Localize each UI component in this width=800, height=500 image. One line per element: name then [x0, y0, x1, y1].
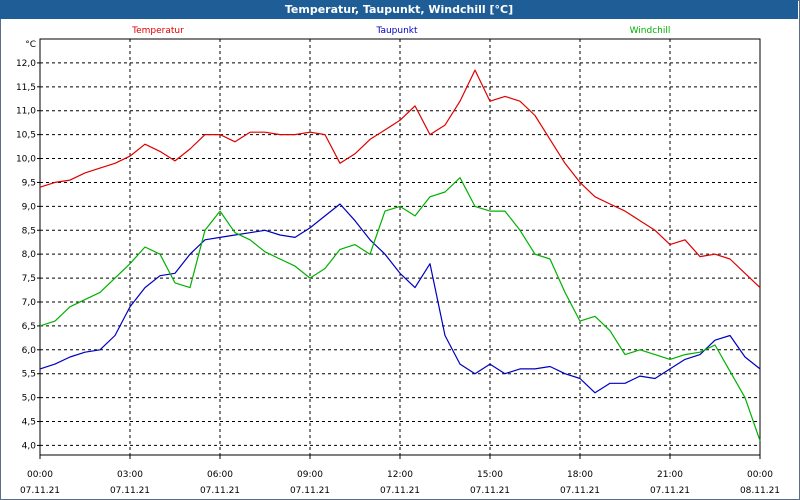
plot-area: [39, 38, 761, 456]
x-tick-time: 06:00: [207, 470, 233, 480]
series-line-windchill: [39, 177, 761, 441]
y-tick-label: 6,0: [22, 346, 37, 356]
legend-windchill: Windchill: [630, 26, 671, 36]
x-tick-time: 18:00: [567, 470, 593, 480]
x-tick-date: 07.11.21: [110, 486, 150, 496]
y-tick-label: 10,5: [16, 131, 36, 141]
y-tick-label: 7,0: [22, 298, 37, 308]
series-line-taupunkt: [39, 203, 761, 394]
x-tick-time: 21:00: [657, 470, 683, 480]
y-tick-label: 6,5: [22, 322, 36, 332]
series-line-temperatur: [39, 69, 761, 289]
y-tick-label: 4,5: [22, 418, 36, 428]
y-tick-label: 8,5: [22, 226, 36, 236]
x-tick-date: 07.11.21: [470, 486, 510, 496]
y-tick-label: 7,5: [22, 274, 36, 284]
x-tick-time: 09:00: [297, 470, 323, 480]
chart-title: Temperatur, Taupunkt, Windchill [°C]: [284, 3, 514, 16]
legend-temperatur: Temperatur: [131, 26, 184, 36]
y-axis-label: °C: [25, 40, 36, 50]
title-bar: Temperatur, Taupunkt, Windchill [°C]: [0, 0, 798, 19]
y-tick-label: 9,5: [22, 178, 36, 188]
y-tick-label: 10,0: [16, 155, 36, 165]
y-tick-label: 5,5: [22, 370, 36, 380]
y-tick-label: 9,0: [22, 202, 37, 212]
x-tick-date: 07.11.21: [380, 486, 420, 496]
y-tick-label: 11,5: [16, 83, 36, 93]
y-tick-label: 4,0: [22, 441, 37, 451]
x-tick-date: 07.11.21: [560, 486, 600, 496]
x-tick-date: 07.11.21: [290, 486, 330, 496]
legend-taupunkt: Taupunkt: [375, 26, 418, 36]
x-tick-time: 12:00: [387, 470, 413, 480]
y-tick-label: 5,0: [22, 394, 37, 404]
x-tick-time: 03:00: [117, 470, 143, 480]
y-tick-label: 12,0: [16, 59, 36, 69]
y-tick-label: 11,0: [16, 107, 36, 117]
x-tick-time: 00:00: [27, 470, 53, 480]
x-tick-date: 08.11.21: [740, 486, 780, 496]
x-tick-date: 07.11.21: [650, 486, 690, 496]
x-tick-time: 00:00: [747, 470, 773, 480]
y-tick-label: 8,0: [22, 250, 37, 260]
x-tick-date: 07.11.21: [200, 486, 240, 496]
x-tick-time: 15:00: [477, 470, 503, 480]
x-tick-date: 07.11.21: [20, 486, 60, 496]
